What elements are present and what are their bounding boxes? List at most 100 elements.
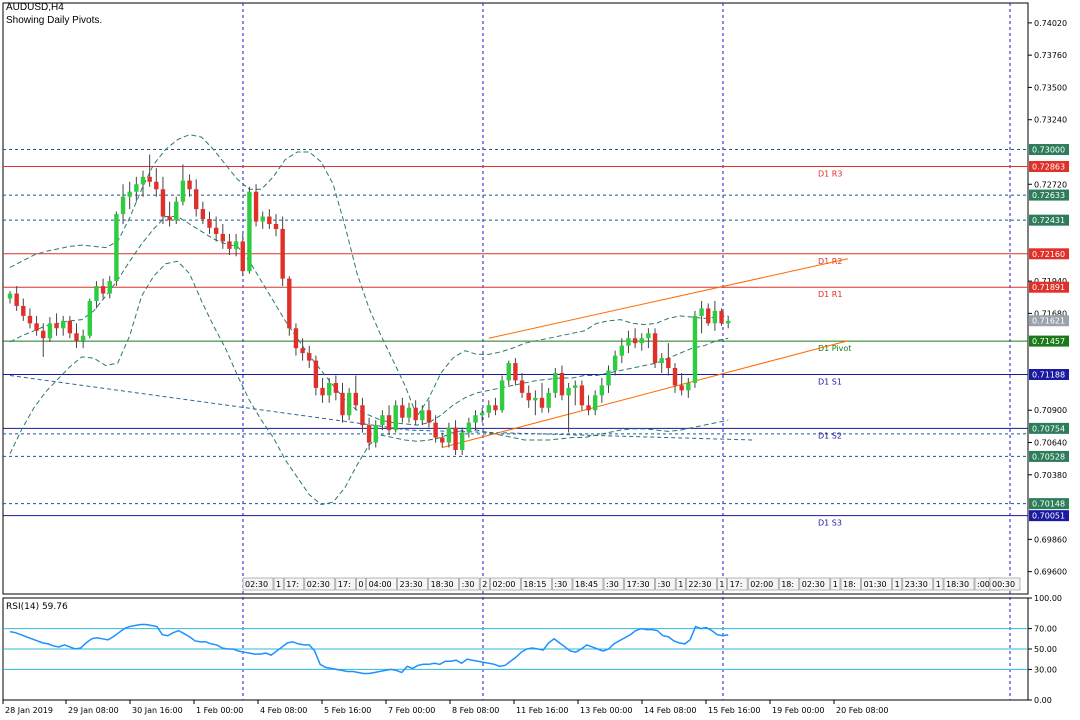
session-label-box bbox=[397, 577, 428, 591]
candle-body bbox=[513, 363, 518, 381]
price-flag-label: 0.70754 bbox=[1032, 424, 1065, 433]
candle-body bbox=[54, 323, 59, 329]
candle-body bbox=[280, 228, 285, 279]
candle-body bbox=[426, 410, 432, 423]
price-pane-frame bbox=[2, 2, 1029, 595]
candle-body bbox=[140, 176, 146, 185]
candle-body bbox=[320, 387, 325, 396]
x-tick-label: 4 Feb 08:00 bbox=[260, 706, 307, 715]
candle-body bbox=[593, 395, 598, 411]
session-label: 18:45 bbox=[575, 580, 598, 589]
price-flag bbox=[1029, 335, 1069, 347]
session-label-box bbox=[840, 577, 861, 591]
candle-body bbox=[147, 176, 152, 182]
candle-body bbox=[100, 286, 106, 294]
candle-body bbox=[499, 380, 505, 411]
candle-body bbox=[260, 216, 265, 222]
session-label-box bbox=[283, 577, 305, 591]
price-flag-label: 0.73000 bbox=[1032, 146, 1065, 155]
candle-body bbox=[21, 305, 26, 316]
candle-body bbox=[519, 380, 525, 393]
candle-body bbox=[327, 382, 332, 396]
candle-body bbox=[393, 405, 398, 431]
session-label: 18: bbox=[843, 580, 856, 589]
candle-body bbox=[273, 224, 279, 229]
candle-body bbox=[340, 392, 345, 416]
price-tick-label: 0.69860 bbox=[1034, 535, 1067, 544]
candle-body bbox=[699, 308, 704, 316]
session-label: 04:00 bbox=[369, 580, 392, 589]
session-label-box bbox=[943, 577, 975, 591]
session-label-box bbox=[717, 577, 727, 591]
candle-body bbox=[659, 358, 664, 364]
session-label-box bbox=[861, 577, 892, 591]
candle-body bbox=[200, 209, 206, 220]
candle-body bbox=[606, 370, 611, 386]
session-label: 18:15 bbox=[523, 580, 546, 589]
candle-body bbox=[672, 368, 678, 386]
price-tick-label: 0.72720 bbox=[1034, 180, 1067, 189]
session-label: 02:30 bbox=[245, 580, 268, 589]
candle-body bbox=[599, 385, 605, 396]
candle-body bbox=[612, 355, 618, 371]
session-label: :30 bbox=[658, 580, 671, 589]
bollinger-middle-band bbox=[9, 216, 729, 426]
candle-body bbox=[134, 184, 139, 192]
session-label-box bbox=[902, 577, 934, 591]
candle-body bbox=[61, 320, 66, 329]
session-label: 1 bbox=[276, 580, 281, 589]
chart-symbol-title: AUDUSD,H4 bbox=[6, 2, 64, 13]
price-flag bbox=[1029, 422, 1069, 434]
pivot-label-5: D1 S2 bbox=[818, 431, 842, 440]
session-label-box bbox=[655, 577, 676, 591]
candle-body bbox=[639, 338, 644, 344]
session-label-box bbox=[747, 577, 779, 591]
session-label: 18: bbox=[781, 580, 794, 589]
session-label: 17: bbox=[338, 580, 351, 589]
bollinger-upper-band bbox=[9, 134, 729, 418]
price-flag-label: 0.71188 bbox=[1032, 370, 1065, 379]
candle-body bbox=[586, 405, 591, 411]
x-tick-label: 29 Jan 08:00 bbox=[68, 706, 119, 715]
candle-body bbox=[626, 338, 631, 346]
chart-subtitle: Showing Daily Pivots. bbox=[6, 15, 103, 26]
price-flag bbox=[1029, 450, 1069, 462]
candle-body bbox=[293, 328, 299, 349]
candle-body bbox=[400, 405, 405, 418]
candle-body bbox=[333, 382, 339, 393]
session-label-box bbox=[335, 577, 356, 591]
candle-body bbox=[47, 323, 53, 339]
session-label: 02:30 bbox=[307, 580, 330, 589]
session-label-box bbox=[366, 577, 397, 591]
candle-body bbox=[287, 278, 292, 329]
x-tick-label: 15 Feb 16:00 bbox=[708, 706, 760, 715]
candle-body bbox=[127, 191, 132, 197]
session-label-box bbox=[624, 577, 655, 591]
x-tick-label: 30 Jan 16:00 bbox=[132, 706, 183, 715]
session-label-box bbox=[356, 577, 366, 591]
candle-body bbox=[386, 415, 392, 431]
x-tick-label: 5 Feb 16:00 bbox=[324, 706, 371, 715]
candle-body bbox=[692, 315, 698, 383]
rsi-tick-label: 100.00 bbox=[1034, 594, 1062, 603]
candle-body bbox=[213, 227, 219, 234]
candle-body bbox=[180, 180, 186, 202]
candle-body bbox=[413, 407, 418, 421]
candle-body bbox=[546, 392, 551, 408]
session-label-box bbox=[521, 577, 552, 591]
candle-body bbox=[666, 358, 671, 369]
price-flag bbox=[1029, 214, 1069, 226]
price-flag-label: 0.72863 bbox=[1032, 163, 1065, 172]
session-label-box bbox=[552, 577, 573, 591]
price-flag-label: 0.72633 bbox=[1032, 191, 1065, 200]
price-tick-label: 0.74020 bbox=[1034, 19, 1067, 28]
long-trend-line bbox=[9, 374, 755, 441]
price-tick-label: 0.73760 bbox=[1034, 51, 1067, 60]
bollinger-lower-band bbox=[9, 260, 729, 506]
pivot-label-6: D1 S3 bbox=[818, 519, 842, 528]
candle-body bbox=[473, 415, 478, 423]
pivot-label-4: D1 S1 bbox=[818, 377, 842, 386]
session-label-box bbox=[603, 577, 624, 591]
